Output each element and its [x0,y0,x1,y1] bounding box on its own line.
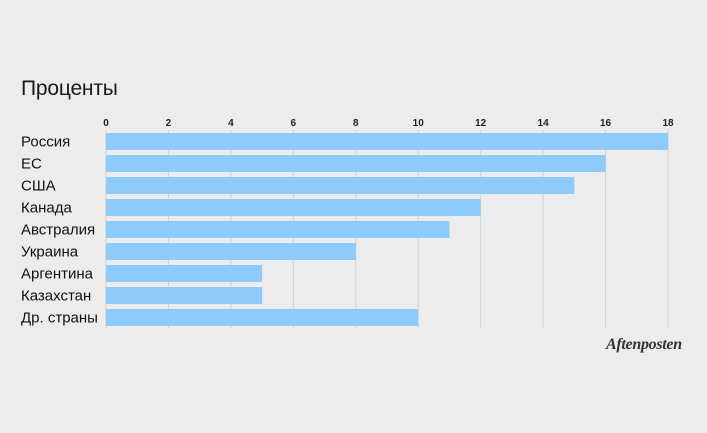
category-label: Россия [21,134,70,151]
category-label: Казахстан [21,288,91,305]
category-label: Канада [21,200,72,217]
x-axis-ticks: 0 2 4 6 8 10 12 14 16 18 [103,118,674,129]
category-label: Аргентина [21,266,94,283]
x-tick-label: 8 [353,118,359,129]
bar [106,287,263,304]
category-label: Украина [21,244,79,261]
bar [106,309,419,326]
category-label: ЕС [21,156,42,173]
x-tick-label: 14 [538,118,550,129]
bar [106,133,668,150]
bar [106,243,356,260]
category-label: США [21,178,56,195]
category-label: Австралия [21,222,95,239]
aftenposten-logo: Aftenposten [606,336,682,353]
x-tick-label: 6 [291,118,297,129]
bar [106,265,263,282]
x-tick-label: 18 [662,118,674,129]
x-tick-label: 12 [475,118,487,129]
bar [106,199,481,216]
bar [106,155,606,172]
x-tick-label: 0 [103,118,109,129]
category-labels: Россия ЕС США Канада Австралия Украина Аргенти… [21,134,98,327]
category-label: Др. страны [21,310,98,327]
chart-title: Проценты [21,77,118,100]
x-tick-label: 16 [600,118,612,129]
x-tick-label: 2 [166,118,172,129]
bar [106,177,575,194]
x-tick-label: 10 [413,118,425,129]
bars [106,133,668,326]
x-tick-label: 4 [228,118,234,129]
bar [106,221,450,238]
